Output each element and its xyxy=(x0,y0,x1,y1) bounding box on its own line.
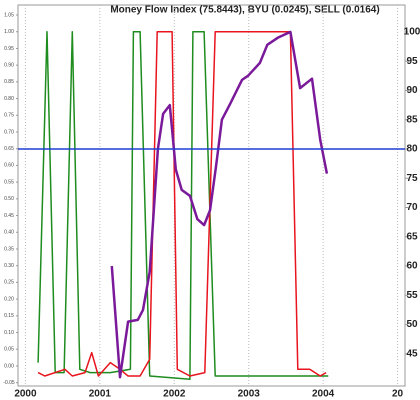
x-tick-label: 2001 xyxy=(89,389,112,400)
y-tick-label: 0.50 xyxy=(4,196,14,202)
y2-tick-label: 100 xyxy=(404,27,420,38)
y-tick-label: 0.65 xyxy=(4,146,14,152)
y2-tick-label: 95 xyxy=(406,56,418,67)
y-tick-label: 0.60 xyxy=(4,163,14,169)
y-tick-label: 0.75 xyxy=(4,113,14,119)
chart-title: Money Flow Index (75.8443), BYU (0.0245)… xyxy=(110,5,379,16)
y-tick-label: 0.70 xyxy=(4,129,14,135)
y-tick-label: 0.45 xyxy=(4,213,14,219)
series-line xyxy=(37,30,329,381)
y2-tick-label: 90 xyxy=(406,85,418,96)
y-tick-label: 0.55 xyxy=(4,179,14,185)
y-tick-label: 0.40 xyxy=(4,230,14,236)
y2-tick-label: 60 xyxy=(406,261,418,272)
y-tick-label: 0.25 xyxy=(4,280,14,286)
y-tick-label: 0.35 xyxy=(4,246,14,252)
y-tick-label: 0.05 xyxy=(4,347,14,353)
x-tick-label: 2004 xyxy=(312,389,335,400)
y2-tick-label: 50 xyxy=(406,319,418,330)
y-tick-label: 0.15 xyxy=(4,313,14,319)
y-tick-label: -0.05 xyxy=(3,380,15,386)
y-tick-label: 1.05 xyxy=(4,12,14,18)
plot-frame xyxy=(17,4,406,387)
y2-tick-label: 75 xyxy=(406,173,418,184)
x-tick-label: 2000 xyxy=(14,389,37,400)
y-tick-label: 0.30 xyxy=(4,263,14,269)
series-line xyxy=(37,30,327,377)
y2-tick-label: 65 xyxy=(406,231,418,242)
x-tick-label: 2002 xyxy=(163,389,186,400)
y-tick-label: 0.90 xyxy=(4,62,14,68)
y2-tick-label: 85 xyxy=(406,114,418,125)
y-tick-label: 0.85 xyxy=(4,79,14,85)
series-line xyxy=(110,30,329,379)
y2-tick-label: 80 xyxy=(406,144,418,155)
y-tick-label: 1.00 xyxy=(4,29,14,35)
x-tick-label: 20 xyxy=(392,389,404,400)
y2-tick-label: 45 xyxy=(406,348,418,359)
y-tick-label: 0.10 xyxy=(4,330,14,336)
y-tick-label: 0.80 xyxy=(4,96,14,102)
x-tick-label: 2003 xyxy=(238,389,261,400)
y-tick-label: 0.20 xyxy=(4,296,14,302)
y2-tick-label: 70 xyxy=(406,202,418,213)
y-tick-label: 0.95 xyxy=(4,46,14,52)
y2-tick-label: 55 xyxy=(406,290,418,301)
y-tick-label: 0.00 xyxy=(4,363,14,369)
